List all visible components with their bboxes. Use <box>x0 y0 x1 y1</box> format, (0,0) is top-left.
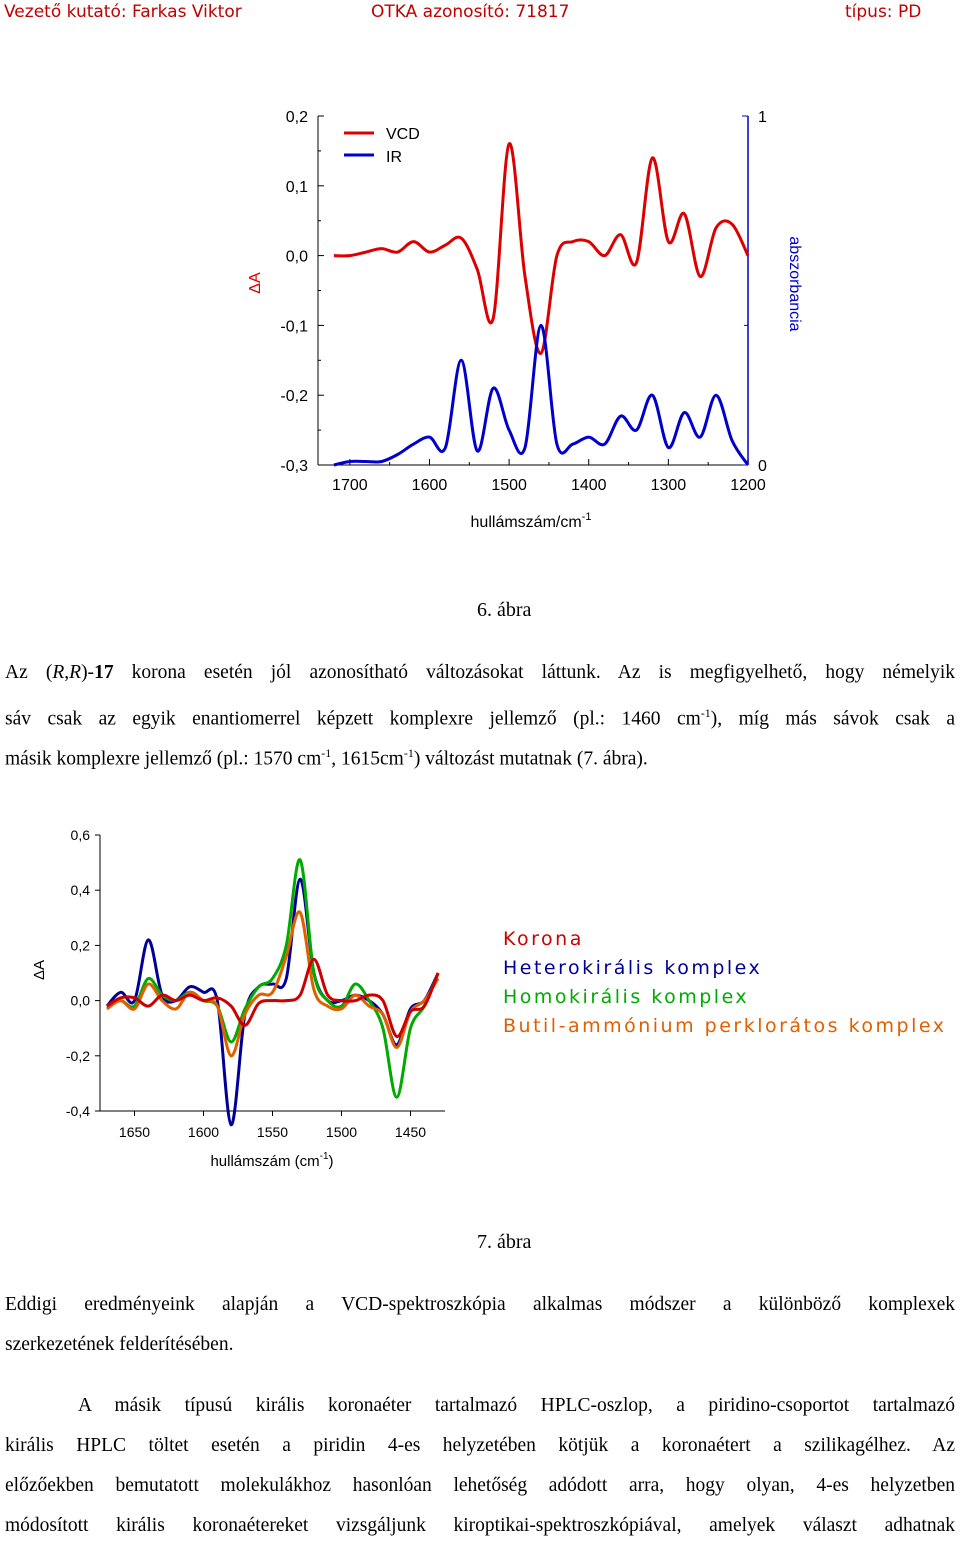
paragraph-3-line-2: királis HPLC töltet esetén a piridin 4-e… <box>5 1435 955 1456</box>
figure-6-chart: 0,2 0,1 0,0 -0,1 -0,2 -0,3 1 0 1700 1600 1500 1400 1… <box>247 109 803 531</box>
fig6-x-tick-label: 1500 <box>491 477 527 494</box>
paragraph-3: A másik típusú királis koronaéter tartal… <box>5 1386 955 1546</box>
fig6-y-tick-label: -0,1 <box>280 318 308 335</box>
researcher-label: Vezető kutató: Farkas Viktor <box>4 2 242 22</box>
fig7-y-tick-label: -0,2 <box>66 1048 90 1064</box>
fig7-y-axis-label: ΔA <box>31 960 48 980</box>
fig6-x-tick-label: 1400 <box>571 477 607 494</box>
paragraph-2-line-1: Eddigi eredményeink alapján a VCD-spektr… <box>5 1294 955 1315</box>
fig6-y-tick-label: -0,3 <box>280 458 308 475</box>
series-line-vcd <box>333 142 750 355</box>
fig7-y-tick-label: 0,6 <box>71 827 91 843</box>
figure-7-chart: 0,6 0,4 0,2 0,0 -0,2 -0,4 1650 1600 1550 1500 1450… <box>31 827 445 1170</box>
page-header: Vezető kutató: Farkas Viktor OTKA azonos… <box>0 0 960 26</box>
fig6-y-tick-label: 0,2 <box>286 109 308 126</box>
legend-vcd-label: VCD <box>386 126 420 143</box>
paragraph-2: Eddigi eredményeink alapján a VCD-spektr… <box>5 1285 955 1365</box>
fig6-x-tick-label: 1300 <box>651 477 687 494</box>
fig7-x-tick-label: 1500 <box>326 1124 357 1140</box>
figure-6-caption: 6. ábra <box>477 599 532 621</box>
series-line-3 <box>106 910 440 1058</box>
legend-korona: Korona <box>503 928 584 950</box>
paragraph-3-line-1: A másik típusú királis koronaéter tartal… <box>78 1395 955 1416</box>
otka-id-label: OTKA azonosító: 71817 <box>371 2 570 22</box>
series-line-0 <box>106 957 440 1038</box>
fig6-y-tick-label: 0,1 <box>286 179 308 196</box>
type-label: típus: PD <box>845 2 922 22</box>
fig6-x-tick-label: 1600 <box>412 477 448 494</box>
series-line-ir <box>333 323 750 467</box>
paragraph-3-line-3: előzőekben bemutatott molekulákhoz hason… <box>5 1475 955 1496</box>
fig7-y-tick-label: 0,2 <box>71 937 91 953</box>
paragraph-3-line-4: módosított királis koronaétereket vizsgá… <box>5 1515 955 1536</box>
fig6-y2-tick-label: 1 <box>758 109 767 126</box>
fig6-y2-tick-label: 0 <box>758 458 767 475</box>
paragraph-2-line-2: szerkezetének felderítésében. <box>5 1334 234 1355</box>
figure-7-legend: Korona Heterokirális komplex Homokirális… <box>503 925 946 1041</box>
fig7-x-tick-label: 1600 <box>188 1124 219 1140</box>
fig6-left-axis-label: ΔA <box>247 272 264 294</box>
fig7-y-tick-label: -0,4 <box>66 1103 90 1119</box>
fig6-x-tick-label: 1200 <box>730 477 766 494</box>
fig7-y-tick-label: 0,4 <box>71 882 91 898</box>
figure-7-caption: 7. ábra <box>477 1231 532 1253</box>
paragraph-1-line-2: sáv csak az egyik enantiomerrel képzett … <box>5 706 956 730</box>
fig7-x-tick-label: 1450 <box>395 1124 426 1140</box>
legend-ir-label: IR <box>386 149 402 166</box>
fig7-y-tick-label: 0,0 <box>71 993 91 1009</box>
fig7-x-tick-label: 1550 <box>257 1124 288 1140</box>
fig6-x-axis-label: hullámszám/cm-1 <box>471 511 592 531</box>
fig6-y-tick-label: -0,2 <box>280 388 308 405</box>
fig7-x-tick-label: 1650 <box>119 1124 150 1140</box>
fig6-x-tick-label: 1700 <box>332 477 368 494</box>
legend-homokiralis: Homokirális komplex <box>503 986 750 1008</box>
paragraph-1: Az (R,R)-17 korona esetén jól azonosítha… <box>5 653 955 773</box>
paragraph-1-line-3: másik komplexre jellemző (pl.: 1570 cm-1… <box>5 746 648 770</box>
legend-heterokiralis: Heterokirális komplex <box>503 957 763 979</box>
fig6-y-tick-label: 0,0 <box>286 249 308 266</box>
fig7-x-axis-label: hullámszám (cm-1) <box>210 1151 333 1170</box>
legend-butil-ammonium: Butil-ammónium perklorátos komplex <box>503 1015 947 1037</box>
paragraph-1-line-1: Az (R,R)-17 korona esetén jól azonosítha… <box>5 662 955 683</box>
fig6-right-axis-label: abszorbancia <box>786 236 803 331</box>
